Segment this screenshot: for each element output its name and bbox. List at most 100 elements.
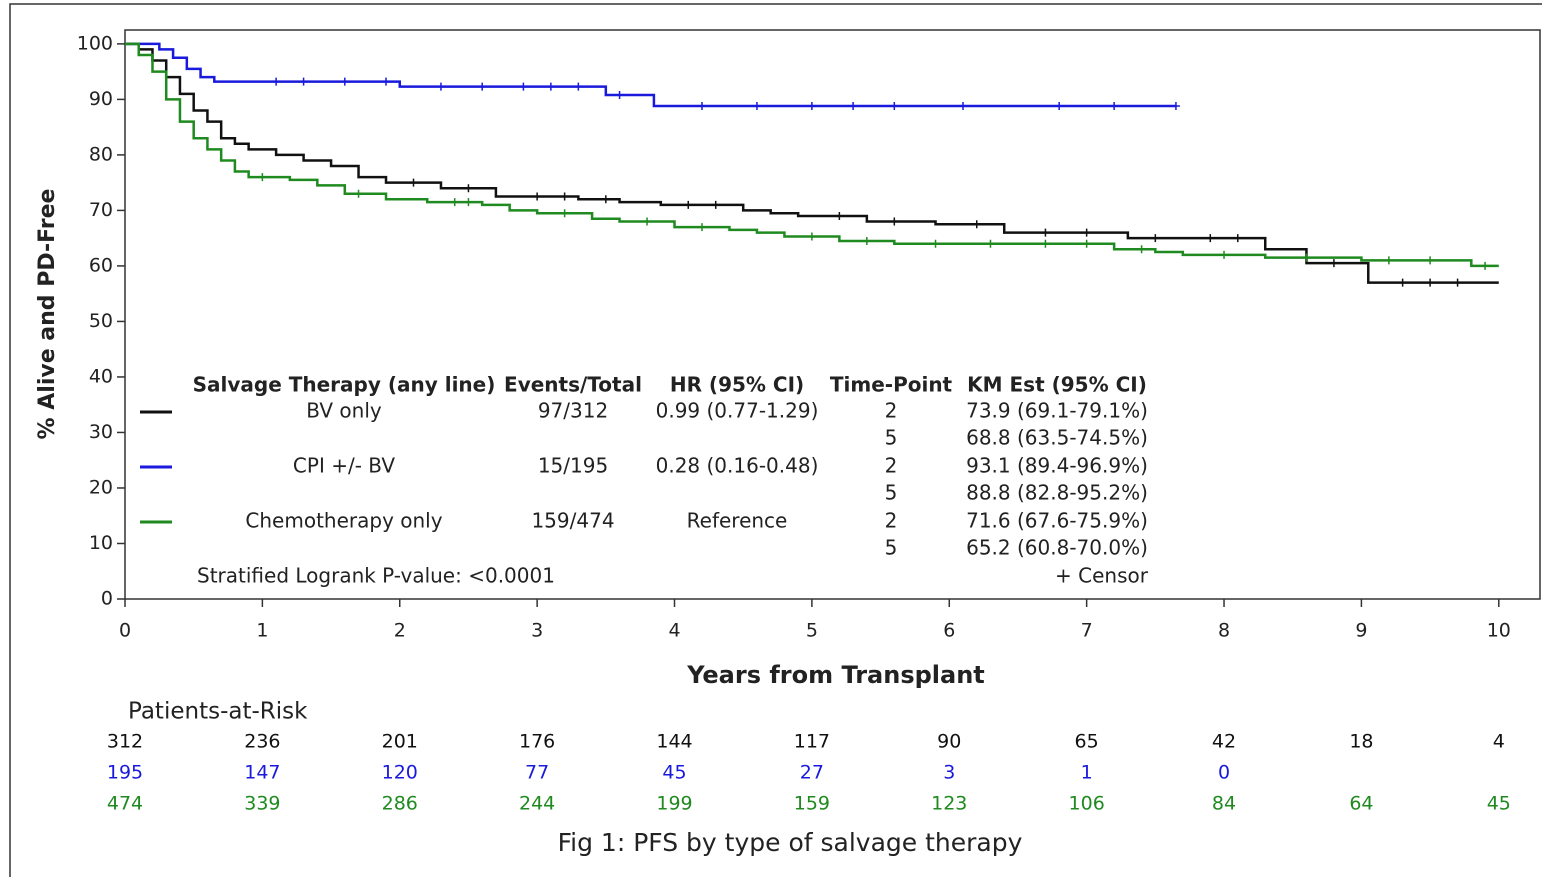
at-risk-count: 65 — [1075, 731, 1099, 753]
legend-km-est: 71.6 (67.6-75.9%) — [966, 509, 1148, 533]
censor-mark — [1220, 250, 1229, 259]
km-curve — [125, 42, 1176, 108]
at-risk-count: 123 — [931, 793, 967, 815]
at-risk-count: 1 — [1081, 762, 1093, 784]
legend-hr: 0.99 (0.77-1.29) — [656, 399, 819, 423]
legend-timepoint: 2 — [885, 454, 898, 478]
at-risk-count: 84 — [1212, 793, 1236, 815]
at-risk-count: 312 — [107, 731, 143, 753]
x-tick-label: 0 — [119, 620, 131, 642]
at-risk-count: 159 — [794, 793, 830, 815]
censor-mark — [959, 102, 968, 111]
censor-mark — [684, 200, 693, 209]
censor-mark — [1082, 239, 1091, 248]
censor-legend: + Censor — [1055, 564, 1149, 588]
y-tick-label: 70 — [89, 199, 113, 221]
at-risk-count: 147 — [244, 762, 280, 784]
legend-header: Time-Point — [830, 373, 953, 397]
caption: Fig 1: PFS by type of salvage therapy — [558, 828, 1023, 857]
at-risk-count: 199 — [656, 793, 692, 815]
censor-mark — [1151, 234, 1160, 243]
legend-name: Chemotherapy only — [245, 509, 442, 533]
at-risk-count: 64 — [1349, 793, 1373, 815]
censor-mark — [1082, 228, 1091, 237]
censor-mark — [1426, 278, 1435, 287]
censor-mark — [807, 102, 816, 111]
legend-name: CPI +/- BV — [293, 454, 395, 478]
censor-mark — [615, 90, 624, 99]
at-risk-count: 339 — [244, 793, 280, 815]
x-tick-label: 10 — [1487, 620, 1511, 642]
censor-mark — [972, 220, 981, 229]
at-risk-count: 27 — [800, 762, 824, 784]
censor-mark — [258, 173, 267, 182]
censor-mark — [1055, 102, 1064, 111]
censor-mark — [1481, 261, 1490, 270]
legend-events: 97/312 — [538, 399, 608, 423]
censor-mark — [1426, 256, 1435, 265]
x-tick-label: 2 — [394, 620, 406, 642]
at-risk-count: 120 — [382, 762, 418, 784]
censor-mark — [643, 217, 652, 226]
censor-mark — [340, 77, 349, 86]
y-tick-label: 40 — [89, 365, 113, 387]
censor-mark — [931, 239, 940, 248]
y-tick-label: 10 — [89, 532, 113, 554]
censor-mark — [409, 178, 418, 187]
at-risk-count: 106 — [1069, 793, 1105, 815]
legend-timepoint: 5 — [885, 426, 898, 450]
y-tick-label: 0 — [101, 588, 113, 610]
x-tick-label: 7 — [1081, 620, 1093, 642]
censor-mark — [1384, 256, 1393, 265]
at-risk-count: 3 — [943, 762, 955, 784]
censor-mark — [450, 198, 459, 207]
censor-mark — [1206, 234, 1215, 243]
censor-mark — [533, 192, 542, 201]
censor-mark — [1233, 234, 1242, 243]
y-tick-label: 20 — [89, 476, 113, 498]
censor-mark — [560, 192, 569, 201]
legend-header: Salvage Therapy (any line) — [193, 373, 496, 397]
x-tick-label: 8 — [1218, 620, 1230, 642]
x-tick-label: 6 — [943, 620, 955, 642]
at-risk-count: 0 — [1218, 762, 1230, 784]
at-risk-count: 201 — [382, 731, 418, 753]
risk-title: Patients-at-Risk — [128, 699, 308, 725]
legend-timepoint: 5 — [885, 481, 898, 505]
censor-mark — [1110, 102, 1119, 111]
x-tick-label: 5 — [806, 620, 818, 642]
y-tick-label: 100 — [77, 32, 113, 54]
legend-timepoint: 2 — [885, 399, 898, 423]
censor-mark — [574, 82, 583, 91]
censor-mark — [382, 77, 391, 86]
x-tick-label: 3 — [531, 620, 543, 642]
censor-mark — [1329, 259, 1338, 268]
km-curve — [125, 42, 1499, 284]
page-border — [9, 3, 1542, 877]
at-risk-count: 117 — [794, 731, 830, 753]
legend-events: 15/195 — [538, 454, 608, 478]
censor-mark — [1041, 239, 1050, 248]
at-risk-count: 90 — [937, 731, 961, 753]
legend-km-est: 93.1 (89.4-96.9%) — [966, 454, 1148, 478]
censor-mark — [697, 102, 706, 111]
legend-hr: 0.28 (0.16-0.48) — [656, 454, 819, 478]
legend-timepoint: 5 — [885, 536, 898, 560]
legend-km-est: 68.8 (63.5-74.5%) — [966, 426, 1148, 450]
censor-mark — [890, 102, 899, 111]
censor-mark — [1137, 245, 1146, 254]
y-tick-label: 50 — [89, 310, 113, 332]
x-tick-label: 4 — [668, 620, 680, 642]
x-axis-label: Years from Transplant — [686, 661, 985, 689]
censor-mark — [272, 77, 281, 86]
censor-mark — [862, 236, 871, 245]
legend-km-est: 65.2 (60.8-70.0%) — [966, 536, 1148, 560]
at-risk-count: 176 — [519, 731, 555, 753]
censor-mark — [354, 189, 363, 198]
censor-mark — [478, 82, 487, 91]
x-tick-label: 1 — [256, 620, 268, 642]
censor-mark — [1398, 278, 1407, 287]
censor-mark — [835, 211, 844, 220]
legend-km-est: 73.9 (69.1-79.1%) — [966, 399, 1148, 423]
censor-mark — [560, 209, 569, 218]
